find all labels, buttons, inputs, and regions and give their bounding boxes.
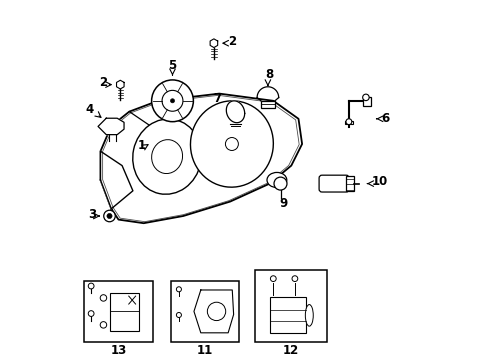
Bar (170, 281, 239, 342)
Bar (346, 176, 353, 191)
Text: 12: 12 (283, 345, 299, 357)
Text: 8: 8 (265, 68, 273, 81)
Text: 9: 9 (279, 197, 287, 210)
FancyBboxPatch shape (319, 175, 348, 192)
Circle shape (107, 213, 112, 219)
Polygon shape (210, 39, 217, 48)
Bar (362, 96, 370, 106)
Polygon shape (98, 118, 124, 135)
Polygon shape (101, 151, 133, 209)
Circle shape (151, 80, 193, 122)
Text: 13: 13 (110, 345, 126, 357)
Ellipse shape (132, 119, 201, 194)
Ellipse shape (190, 101, 273, 187)
Circle shape (176, 287, 181, 292)
Circle shape (100, 321, 106, 328)
Polygon shape (101, 94, 302, 223)
Ellipse shape (305, 305, 313, 326)
Circle shape (207, 302, 225, 321)
Ellipse shape (266, 172, 286, 188)
Circle shape (103, 210, 115, 222)
Circle shape (88, 311, 94, 316)
Circle shape (170, 99, 174, 103)
Circle shape (88, 283, 94, 289)
Bar (269, 297, 305, 333)
Text: 5: 5 (168, 59, 176, 72)
Polygon shape (226, 101, 244, 123)
Polygon shape (194, 290, 233, 333)
Text: 2: 2 (228, 35, 236, 48)
Bar (255, 270, 326, 342)
Circle shape (273, 177, 286, 190)
Polygon shape (116, 80, 124, 89)
Bar (84, 281, 152, 342)
Circle shape (291, 276, 297, 282)
Bar (260, 101, 274, 108)
Text: 6: 6 (380, 112, 388, 125)
Text: 4: 4 (85, 103, 94, 116)
Bar (344, 121, 352, 124)
Text: 7: 7 (213, 93, 221, 105)
Circle shape (100, 295, 106, 301)
Text: 2: 2 (99, 76, 107, 89)
Bar (110, 293, 139, 331)
Circle shape (176, 312, 181, 318)
Text: 3: 3 (88, 208, 96, 221)
Text: 10: 10 (370, 175, 387, 188)
Circle shape (362, 94, 368, 101)
Circle shape (346, 119, 351, 125)
Text: 1: 1 (138, 139, 145, 152)
Text: 11: 11 (196, 345, 213, 357)
Circle shape (270, 276, 276, 282)
